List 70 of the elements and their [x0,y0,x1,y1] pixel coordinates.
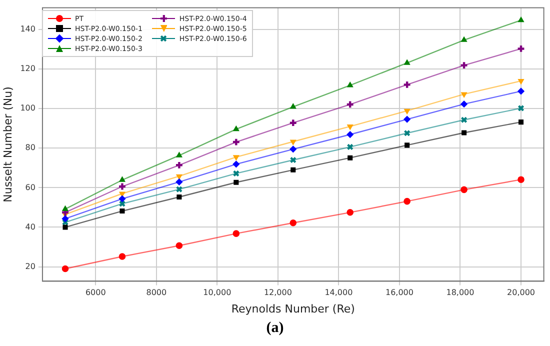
point [118,195,126,202]
point [232,170,240,177]
point [346,100,354,109]
point [232,160,240,168]
point [346,131,354,138]
point [462,130,467,136]
point [518,104,524,112]
x-tick-label: 18,000 [446,288,474,298]
x-tick-label: 16,000 [385,288,414,298]
point [404,60,410,65]
point [232,230,240,237]
y-tick-label: 20 [25,262,36,271]
point [62,265,69,272]
point [290,140,296,146]
point [460,100,468,108]
point [118,253,126,260]
x-tick-label: 8000 [146,288,167,298]
point [404,198,410,205]
point [346,209,354,216]
y-tick-label: 60 [25,182,36,192]
point [233,126,240,132]
point [62,224,68,230]
y-tick-label: 100 [20,104,36,113]
point [404,108,410,114]
point [290,156,296,164]
y-axis-title: Nusselt Number (Nu) [1,86,14,202]
y-tick-label: 120 [20,64,36,74]
point [347,124,354,130]
point [62,215,69,222]
point [518,120,524,125]
point [290,167,296,172]
point [176,186,183,193]
y-tick-label: 140 [20,24,36,34]
point [404,116,410,123]
point [120,208,125,214]
x-tick-label: 12,000 [264,288,292,298]
point [518,16,524,22]
point [290,146,297,153]
point [234,180,239,185]
point [518,79,524,84]
point [460,116,468,124]
point [232,138,240,146]
point [404,130,410,136]
point [290,219,297,226]
point [62,206,68,211]
point [176,242,183,250]
point [346,144,354,150]
point [119,176,126,182]
point [290,103,296,109]
point [348,155,353,160]
point [518,88,524,95]
point [347,82,354,88]
point [176,152,182,158]
point [461,92,468,98]
y-tick-label: 40 [25,222,36,232]
x-tick-label: 6000 [85,288,106,298]
point [118,200,126,208]
text: (a) [265,320,285,337]
x-tick-label: 10,000 [203,288,232,298]
point [176,194,182,200]
x-axis-title: Reynolds Number (Re) [231,302,355,316]
x-tick-label: 14,000 [324,288,353,298]
x-tick-label: 20,000 [507,288,536,298]
point [461,36,468,42]
y-tick-label: 80 [25,143,36,152]
point [233,155,240,160]
point [404,142,410,148]
point [518,176,524,183]
point [460,186,468,194]
point [176,178,183,186]
